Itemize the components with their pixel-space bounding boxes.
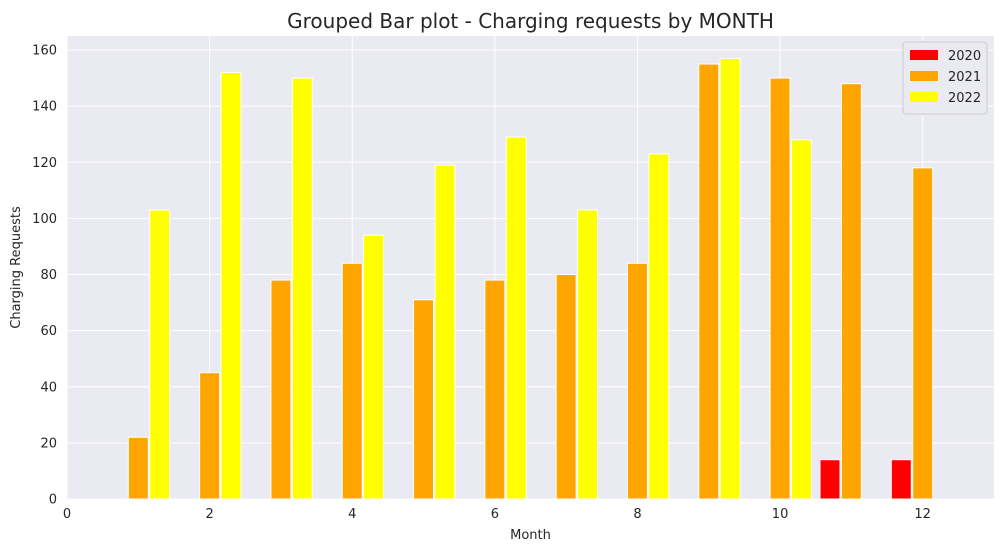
y-tick-label: 40	[40, 380, 57, 395]
x-axis-label: Month	[510, 528, 551, 543]
x-tick-label: 10	[772, 507, 789, 522]
x-tick-label: 4	[348, 507, 356, 522]
legend-swatch-2022	[910, 92, 938, 102]
y-tick-label: 20	[40, 436, 57, 451]
bar-2021-month-12	[912, 167, 934, 500]
x-tick-label: 8	[633, 507, 641, 522]
x-tick-label: 6	[491, 507, 499, 522]
y-tick-labels: 0 20 40 60 80 100 120 140 160	[32, 44, 57, 508]
bar-2022-month-1	[149, 209, 171, 500]
x-tick-label: 0	[63, 507, 71, 522]
bar-2022-month-3	[291, 77, 313, 500]
bar-2021-month-1	[127, 436, 149, 500]
legend-label-2021: 2021	[948, 70, 981, 85]
legend-swatch-2020	[910, 50, 938, 60]
bar-2022-month-9	[719, 57, 741, 500]
x-tick-label: 12	[914, 507, 931, 522]
bar-2022-month-4	[363, 234, 385, 500]
bar-2022-month-8	[648, 153, 670, 500]
bar-2021-month-4	[341, 262, 363, 500]
bar-2021-month-10	[769, 77, 791, 500]
bar-2020-month-12	[890, 459, 912, 500]
y-tick-label: 100	[32, 212, 57, 227]
bar-2022-month-7	[577, 209, 599, 500]
bar-2022-month-5	[434, 164, 456, 500]
y-tick-label: 0	[49, 493, 57, 508]
legend-label-2020: 2020	[948, 49, 981, 64]
bar-2021-month-9	[698, 63, 720, 500]
bars	[127, 57, 934, 500]
bar-2021-month-2	[199, 372, 221, 500]
bar-2021-month-11	[840, 83, 862, 500]
bar-2021-month-5	[413, 299, 435, 500]
legend-label-2022: 2022	[948, 91, 981, 106]
y-axis-label: Charging Requests	[9, 206, 24, 329]
bar-2021-month-7	[555, 274, 577, 500]
legend-swatch-2021	[910, 71, 938, 81]
y-tick-label: 60	[40, 324, 57, 339]
y-tick-label: 140	[32, 100, 57, 115]
bar-2020-month-11	[819, 459, 841, 500]
bar-2022-month-2	[220, 71, 242, 500]
bar-2021-month-8	[626, 262, 648, 500]
y-tick-label: 120	[32, 156, 57, 171]
bar-2021-month-6	[484, 279, 506, 500]
legend: 2020 2021 2022	[902, 41, 988, 115]
bar-2022-month-6	[505, 136, 527, 500]
x-tick-label: 2	[205, 507, 213, 522]
y-tick-label: 160	[32, 44, 57, 59]
bar-2022-month-10	[790, 139, 812, 500]
bar-2021-month-3	[270, 279, 292, 500]
x-tick-labels: 0 2 4 6 8 10 12	[63, 507, 931, 522]
chart-title: Grouped Bar plot - Charging requests by …	[287, 9, 774, 33]
y-tick-label: 80	[40, 268, 57, 283]
